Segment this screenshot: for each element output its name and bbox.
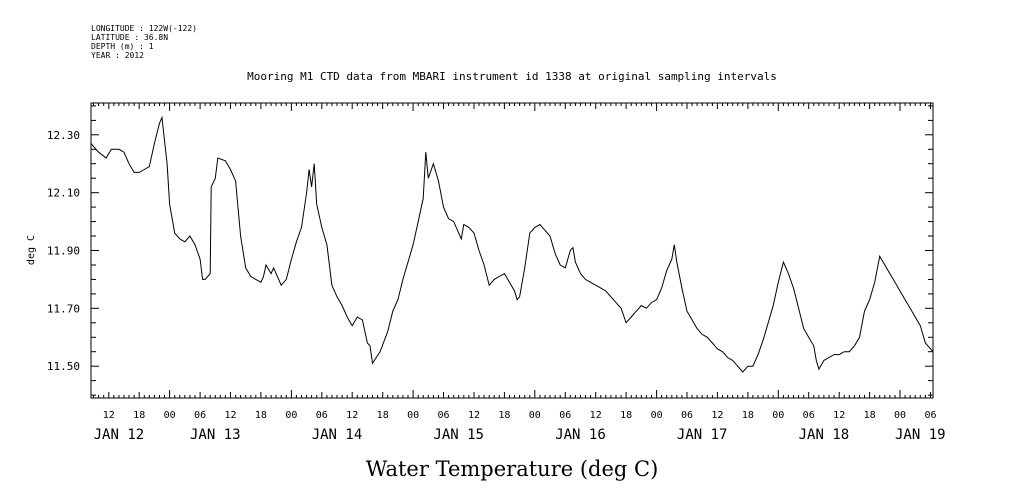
x-hour-label: 06 xyxy=(924,410,936,421)
x-hour-label: 00 xyxy=(651,410,663,421)
x-hour-label: 00 xyxy=(285,410,297,421)
meta-year: YEAR : 2012 xyxy=(91,51,144,60)
meta-depth: DEPTH (m) : 1 xyxy=(91,42,154,51)
y-tick-labels: 11.50 11.70 11.90 12.10 12.30 xyxy=(47,129,80,373)
series-line-water-temperature xyxy=(90,115,934,373)
x-day-label: JAN 13 xyxy=(190,427,241,443)
meta-latitude: LATITUDE : 36.8N xyxy=(91,33,168,42)
x-hour-label: 12 xyxy=(711,410,723,421)
x-hour-label: 00 xyxy=(894,410,906,421)
x-hour-label: 12 xyxy=(833,410,845,421)
x-hour-label: 18 xyxy=(377,410,389,421)
y-tick-label: 11.90 xyxy=(47,245,80,258)
x-day-label: JAN 19 xyxy=(895,427,946,443)
meta-longitude: LONGITUDE : 122W(-122) xyxy=(91,24,197,33)
x-hour-label: 18 xyxy=(498,410,510,421)
x-hour-label: 00 xyxy=(772,410,784,421)
x-day-labels: JAN 12 JAN 13 JAN 14 JAN 15 JAN 16 JAN 17 JAN … xyxy=(94,427,946,443)
x-day-label: JAN 14 xyxy=(312,427,363,443)
x-hour-label: 18 xyxy=(864,410,876,421)
x-hour-label: 12 xyxy=(103,410,115,421)
x-hour-label: 18 xyxy=(133,410,145,421)
x-hour-label: 00 xyxy=(529,410,541,421)
x-hour-label: 06 xyxy=(681,410,693,421)
x-axis-label: Water Temperature (deg C) xyxy=(366,457,659,481)
y-axis-label: deg C xyxy=(26,235,37,265)
x-hour-label: 00 xyxy=(407,410,419,421)
x-hour-label: 06 xyxy=(803,410,815,421)
x-hour-labels: 12 18 00 06 12 18 00 06 12 18 00 06 12 18 00 06 12 18 00 06… xyxy=(103,410,937,421)
y-tick-label: 12.10 xyxy=(47,187,80,200)
x-hour-label: 06 xyxy=(559,410,571,421)
chart-title: Mooring M1 CTD data from MBARI instrumen… xyxy=(247,70,777,83)
x-day-label: JAN 12 xyxy=(94,427,145,443)
x-hour-label: 06 xyxy=(194,410,206,421)
x-hour-label: 12 xyxy=(224,410,236,421)
x-hour-label: 12 xyxy=(590,410,602,421)
x-hour-label: 12 xyxy=(468,410,480,421)
x-hour-label: 06 xyxy=(437,410,449,421)
y-tick-label: 11.70 xyxy=(47,302,80,315)
x-day-label: JAN 17 xyxy=(677,427,728,443)
x-day-label: JAN 16 xyxy=(555,427,606,443)
plot-frame xyxy=(90,102,934,399)
x-hour-label: 18 xyxy=(620,410,632,421)
y-tick-label: 11.50 xyxy=(47,360,80,373)
x-hour-label: 00 xyxy=(164,410,176,421)
axis-ticks xyxy=(91,103,933,398)
x-hour-label: 18 xyxy=(255,410,267,421)
metadata-block: LONGITUDE : 122W(-122) LATITUDE : 36.8N … xyxy=(91,24,197,60)
y-tick-label: 12.30 xyxy=(47,129,80,142)
x-day-label: JAN 18 xyxy=(799,427,850,443)
x-hour-label: 06 xyxy=(316,410,328,421)
x-hour-label: 12 xyxy=(346,410,358,421)
x-hour-label: 18 xyxy=(742,410,754,421)
x-day-label: JAN 15 xyxy=(433,427,484,443)
